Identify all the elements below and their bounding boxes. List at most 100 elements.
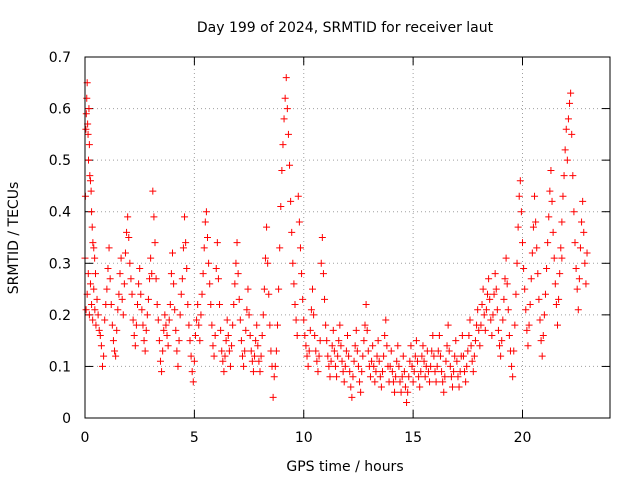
data-point [446,362,454,370]
data-point [489,311,497,319]
data-point [115,290,123,298]
data-point [318,234,326,241]
data-point [459,352,467,360]
data-point [323,337,331,345]
data-point [515,192,523,200]
data-point [526,301,534,309]
data-point [239,352,246,360]
data-point [386,362,394,370]
data-point [281,94,289,102]
data-point [357,388,365,396]
data-point [534,270,542,278]
data-point [564,115,572,123]
data-point [277,203,285,211]
data-point [496,342,504,350]
data-point [532,218,540,226]
data-point [138,306,146,314]
data-point [95,326,103,334]
data-point [516,177,524,185]
data-point [470,352,478,360]
data-point [407,342,415,350]
data-point [270,373,278,381]
data-point [101,316,109,324]
data-point [465,331,473,339]
data-point [372,368,380,376]
data-point [468,357,476,365]
data-point [433,362,441,370]
data-point [327,357,335,365]
data-point [545,213,553,221]
data-point [358,368,366,376]
data-point [563,156,571,164]
data-point [119,311,127,319]
data-point [552,301,560,309]
data-point [431,368,439,376]
data-point [426,378,434,386]
data-point [124,213,132,221]
data-point [116,270,124,278]
data-point [85,105,93,113]
data-point [520,264,528,272]
data-point [159,347,167,355]
data-point [566,99,574,107]
data-point [535,295,543,303]
data-point [445,347,453,355]
data-point [414,357,421,365]
data-point [136,264,144,272]
data-point [105,244,113,252]
data-point [312,347,320,355]
data-point [376,373,384,381]
data-point [284,130,292,138]
data-point [166,301,174,309]
data-point [454,373,462,381]
data-point [519,239,526,247]
data-point [109,337,117,345]
data-point [82,306,90,314]
data-point [200,244,208,252]
data-point [232,259,240,267]
data-point [185,321,193,329]
data-point [230,301,238,309]
data-point [161,311,169,319]
data-point [226,362,234,370]
data-point [222,337,230,345]
data-point [199,270,207,278]
data-point [254,342,262,350]
data-point [205,259,213,267]
data-point [153,301,161,309]
data-point [373,352,381,360]
data-point [264,259,272,267]
grid-lines [85,57,610,418]
data-point [429,331,437,339]
data-point [424,368,432,376]
data-point [505,331,513,339]
data-point [195,321,203,329]
data-point [90,244,98,252]
data-point [209,342,217,350]
data-point [103,285,111,293]
data-point [175,337,183,345]
data-point [137,290,145,298]
data-point [490,290,498,298]
data-point [471,337,479,345]
data-point [258,331,266,339]
data-point [523,326,531,334]
data-point [143,311,151,319]
data-point [395,362,403,370]
data-point [89,316,97,324]
data-point [266,321,274,329]
data-point [221,352,229,360]
data-point [107,301,115,309]
data-point [436,352,444,360]
data-point [450,368,458,376]
data-point [259,311,267,319]
data-point [351,342,359,350]
data-point [265,290,273,298]
data-point [502,254,510,262]
data-point [403,399,411,407]
data-point [206,280,214,288]
data-point [353,347,361,355]
data-point [548,197,556,205]
data-point [562,125,570,133]
